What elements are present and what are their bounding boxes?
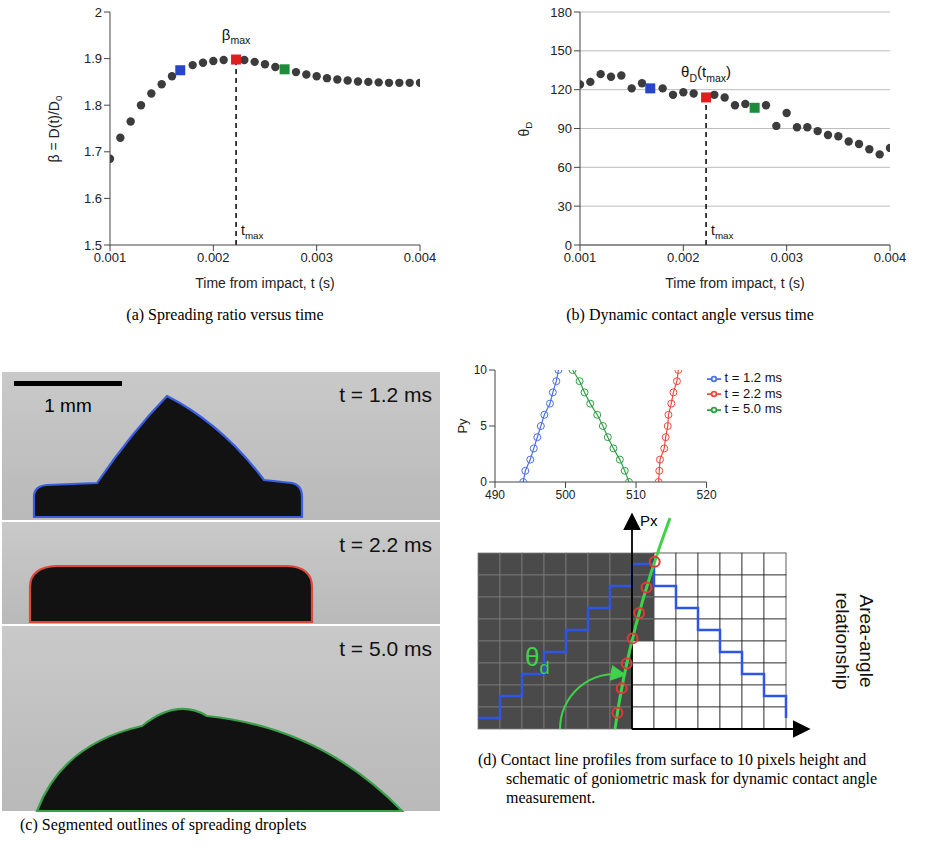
svg-text:1.9: 1.9 [84, 51, 102, 66]
html-text:θ: θ [515, 128, 532, 136]
svg-text:0.002: 0.002 [197, 250, 230, 265]
svg-text:t = 5.0 ms: t = 5.0 ms [339, 637, 432, 660]
svg-text:1 mm: 1 mm [44, 395, 92, 416]
svg-text:0: 0 [480, 475, 487, 489]
svg-text:490: 490 [485, 488, 505, 502]
svg-text:1.7: 1.7 [84, 144, 102, 159]
svg-text:60: 60 [558, 160, 572, 175]
svg-text:10: 10 [474, 363, 488, 377]
html-text:D: D [523, 121, 535, 129]
svg-text:θd: θd [525, 642, 550, 678]
svg-text:1.5: 1.5 [84, 238, 102, 253]
svg-text:θD(tmax): θD(tmax) [681, 63, 731, 84]
svg-text:520: 520 [697, 488, 717, 502]
svg-text:relationship: relationship [832, 592, 853, 689]
svg-text:500: 500 [556, 488, 576, 502]
svg-text:510: 510 [626, 488, 646, 502]
html-text:(d) Contact line profiles from: (d) Contact line profiles from surface t… [478, 751, 877, 806]
svg-text:t = 2.2 ms: t = 2.2 ms [339, 533, 432, 556]
svg-text:Area-angle: Area-angle [856, 595, 877, 688]
svg-text:tmax: tmax [241, 222, 264, 241]
html-text:t = 2.2 ms: t = 2.2 ms [724, 385, 782, 401]
svg-text:tmax: tmax [711, 222, 734, 241]
svg-text:90: 90 [558, 121, 572, 136]
svg-text:150: 150 [550, 43, 572, 58]
html-text:(c) Segmented outlines of spre: (c) Segmented outlines of spreading drop… [20, 816, 307, 833]
svg-text:1.8: 1.8 [84, 98, 102, 113]
svg-text:0.004: 0.004 [404, 250, 437, 265]
svg-text:Time from impact, t (s): Time from impact, t (s) [195, 275, 335, 291]
svg-text:Px: Px [640, 512, 658, 529]
svg-text:120: 120 [550, 82, 572, 97]
svg-text:0.001: 0.001 [93, 250, 127, 266]
html-text:(a) Spreading ratio versus tim: (a) Spreading ratio versus time [126, 306, 324, 323]
svg-text:βmax: βmax [222, 26, 251, 47]
svg-text:Time from impact, t (s): Time from impact, t (s) [665, 275, 805, 291]
html-text:Py: Py [454, 418, 470, 434]
svg-text:0.004: 0.004 [874, 250, 907, 265]
svg-text:30: 30 [558, 199, 572, 214]
svg-text:2: 2 [95, 5, 102, 20]
svg-text:0.002: 0.002 [667, 250, 700, 265]
svg-text:0: 0 [565, 238, 572, 253]
svg-text:180: 180 [550, 5, 572, 20]
html-text:β = D(t)/D: β = D(t)/D [45, 100, 62, 162]
html-text:0: 0 [53, 95, 65, 101]
svg-text:5: 5 [480, 419, 487, 433]
html-text:t = 5.0 ms: t = 5.0 ms [724, 401, 782, 417]
svg-text:t = 1.2 ms: t = 1.2 ms [339, 383, 432, 406]
svg-text:0.003: 0.003 [770, 250, 803, 265]
svg-text:0.001: 0.001 [563, 250, 597, 266]
svg-text:1.6: 1.6 [84, 191, 102, 206]
html-text:t = 1.2 ms: t = 1.2 ms [724, 370, 782, 385]
html-text:(b) Dynamic contact angle vers: (b) Dynamic contact angle versus time [566, 306, 814, 323]
svg-text:0.003: 0.003 [300, 250, 333, 265]
